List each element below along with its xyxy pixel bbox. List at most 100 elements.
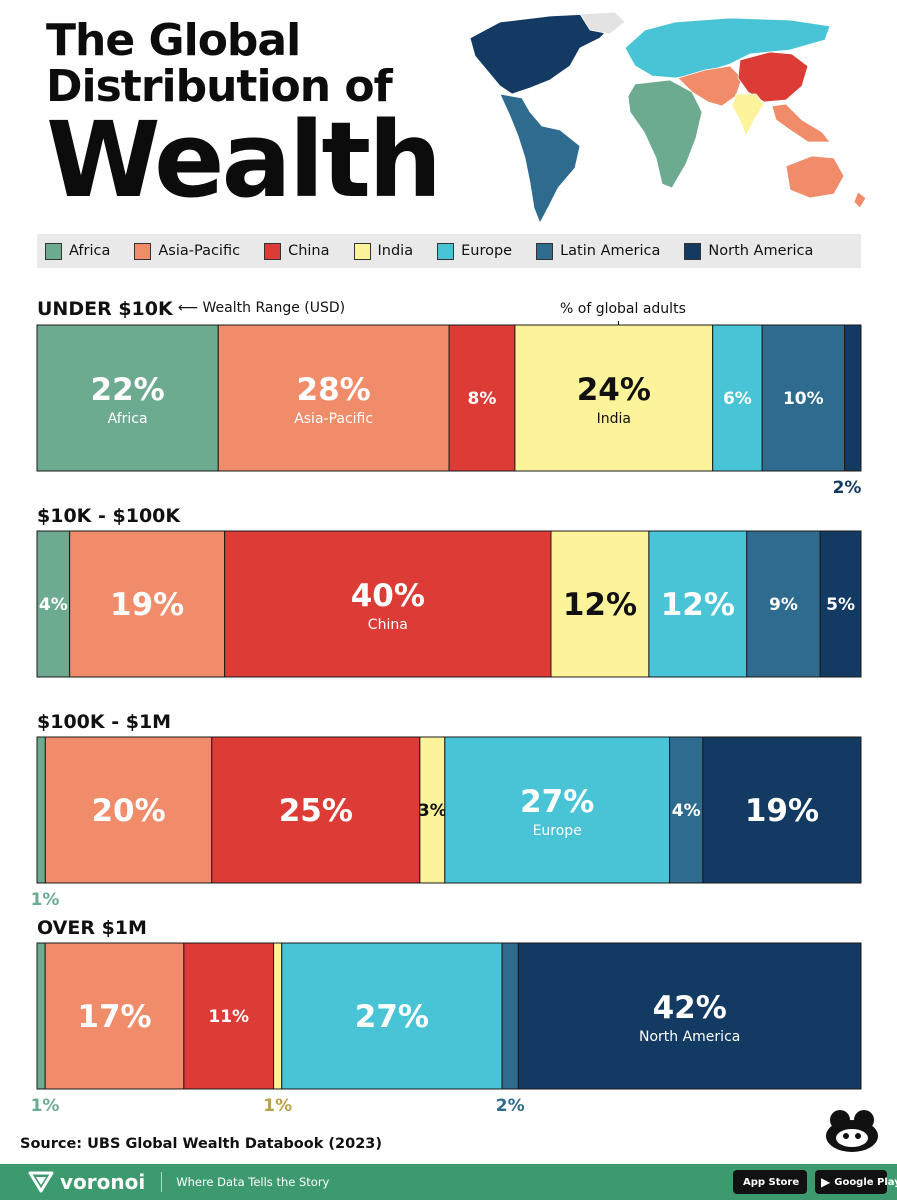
legend-label: India bbox=[377, 243, 414, 259]
title-line-3: Wealth bbox=[46, 99, 442, 221]
data-label: 42% bbox=[653, 990, 727, 1026]
google-play-label: Google Play bbox=[834, 1176, 897, 1188]
legend-item: Europe bbox=[437, 242, 513, 260]
map-australia bbox=[785, 155, 845, 199]
data-label: 17% bbox=[77, 999, 151, 1035]
map-latin-america bbox=[499, 93, 581, 224]
data-label: 27% bbox=[520, 784, 594, 820]
group-title-over-1m: OVER $1M bbox=[37, 917, 147, 939]
data-sublabel: China bbox=[368, 617, 408, 633]
wealth-range-annotation: ⟵ Wealth Range (USD) bbox=[178, 300, 346, 316]
data-label: 40% bbox=[351, 578, 425, 614]
bar-segment bbox=[183, 942, 275, 1090]
data-label: 8% bbox=[468, 389, 497, 409]
data-label: 12% bbox=[563, 587, 637, 623]
data-label: 27% bbox=[355, 999, 429, 1035]
data-label: 20% bbox=[91, 793, 165, 829]
legend-label: Latin America bbox=[560, 243, 661, 259]
bar-segment bbox=[36, 736, 46, 884]
map-north-america bbox=[469, 13, 616, 95]
play-icon: ▶ bbox=[821, 1175, 831, 1189]
map-se-asia bbox=[771, 103, 831, 143]
voronoi-logo-icon bbox=[28, 1171, 54, 1193]
legend-swatch bbox=[536, 242, 554, 260]
data-sublabel: India bbox=[597, 411, 631, 427]
page-title: The Global Distribution of Wealth bbox=[46, 15, 442, 221]
legend: Africa Asia-Pacific China India Europe Latin … bbox=[37, 234, 861, 268]
stacked-bar-chart: 22% Africa 28% Asia-Pacific 8% 24% India 6% 10% 2… bbox=[31, 324, 862, 1116]
title-line-2: Distribution of bbox=[46, 61, 393, 112]
data-label: 5% bbox=[826, 595, 855, 615]
bar-segment bbox=[819, 530, 862, 678]
brand-tagline: Where Data Tells the Story bbox=[176, 1175, 330, 1189]
bar-segment bbox=[517, 942, 862, 1090]
legend-item: India bbox=[353, 242, 414, 260]
bar-segment bbox=[44, 942, 185, 1090]
data-label: 10% bbox=[783, 389, 824, 409]
group-title-under-10k: UNDER $10K bbox=[37, 298, 173, 320]
bar-segment bbox=[273, 942, 283, 1090]
legend-item: North America bbox=[684, 242, 814, 260]
data-label-outside: 1% bbox=[263, 1096, 292, 1116]
bar-segment bbox=[419, 736, 446, 884]
data-label-outside: 1% bbox=[31, 1096, 60, 1116]
legend-swatch bbox=[264, 242, 282, 260]
bar-segment bbox=[761, 324, 846, 472]
app-store-button[interactable]: App Store bbox=[733, 1170, 807, 1194]
footer-bar: voronoi Where Data Tells the Story App S… bbox=[0, 1164, 897, 1200]
data-label: 19% bbox=[745, 793, 819, 829]
group-title-100k-1m: $100K - $1M bbox=[37, 711, 172, 733]
bar-segment bbox=[36, 942, 46, 1090]
data-label: 25% bbox=[279, 793, 353, 829]
data-label: 4% bbox=[39, 595, 68, 615]
bar-segment bbox=[224, 530, 552, 678]
group-title-10k-100k: $10K - $100K bbox=[37, 505, 181, 527]
legend-label: Africa bbox=[69, 243, 111, 259]
legend-item: Latin America bbox=[536, 242, 661, 260]
data-label-outside: 1% bbox=[31, 890, 60, 910]
legend-item: Africa bbox=[45, 242, 111, 260]
legend-swatch bbox=[684, 242, 702, 260]
legend-label: Europe bbox=[461, 243, 513, 259]
bar-segment bbox=[211, 736, 421, 884]
bar-segment bbox=[550, 530, 650, 678]
map-new-zealand bbox=[853, 191, 867, 209]
title-line-1: The Global bbox=[46, 15, 301, 66]
data-label: 11% bbox=[208, 1007, 249, 1027]
data-sublabel: Africa bbox=[108, 411, 148, 427]
map-china bbox=[737, 51, 809, 103]
google-play-button[interactable]: ▶ Google Play bbox=[815, 1170, 897, 1194]
data-label: 12% bbox=[661, 587, 735, 623]
data-label-outside: 2% bbox=[496, 1096, 525, 1116]
wealth-range-label: Wealth Range (USD) bbox=[202, 300, 346, 316]
bar-segment bbox=[36, 324, 219, 472]
map-greenland bbox=[579, 11, 626, 35]
legend-label: North America bbox=[708, 243, 814, 259]
data-label: 19% bbox=[110, 587, 184, 623]
app-store-label: App Store bbox=[743, 1176, 800, 1188]
legend-item: China bbox=[264, 242, 330, 260]
visual-capitalist-mascot-icon bbox=[826, 1110, 878, 1152]
bar-segment bbox=[448, 324, 516, 472]
bar-segment bbox=[69, 530, 226, 678]
bar-segment bbox=[514, 324, 714, 472]
data-sublabel: North America bbox=[639, 1029, 740, 1045]
legend-swatch bbox=[45, 242, 62, 260]
data-label: 9% bbox=[769, 595, 798, 615]
data-label: 24% bbox=[577, 372, 651, 408]
bar-segment bbox=[217, 324, 450, 472]
bar-segment bbox=[844, 324, 862, 472]
world-map bbox=[469, 11, 867, 224]
legend-swatch bbox=[134, 242, 152, 260]
data-label: 3% bbox=[418, 801, 447, 821]
footer-divider bbox=[161, 1172, 163, 1192]
bar-segment bbox=[281, 942, 503, 1090]
legend-label: Asia-Pacific bbox=[158, 243, 241, 259]
map-india bbox=[731, 93, 765, 137]
brand-name: voronoi bbox=[60, 1170, 146, 1194]
legend-swatch bbox=[437, 242, 455, 260]
data-label: 6% bbox=[723, 389, 752, 409]
legend-item: Asia-Pacific bbox=[134, 242, 241, 260]
data-label-outside: 2% bbox=[833, 478, 862, 498]
source-note: Source: UBS Global Wealth Databook (2023… bbox=[20, 1136, 382, 1152]
